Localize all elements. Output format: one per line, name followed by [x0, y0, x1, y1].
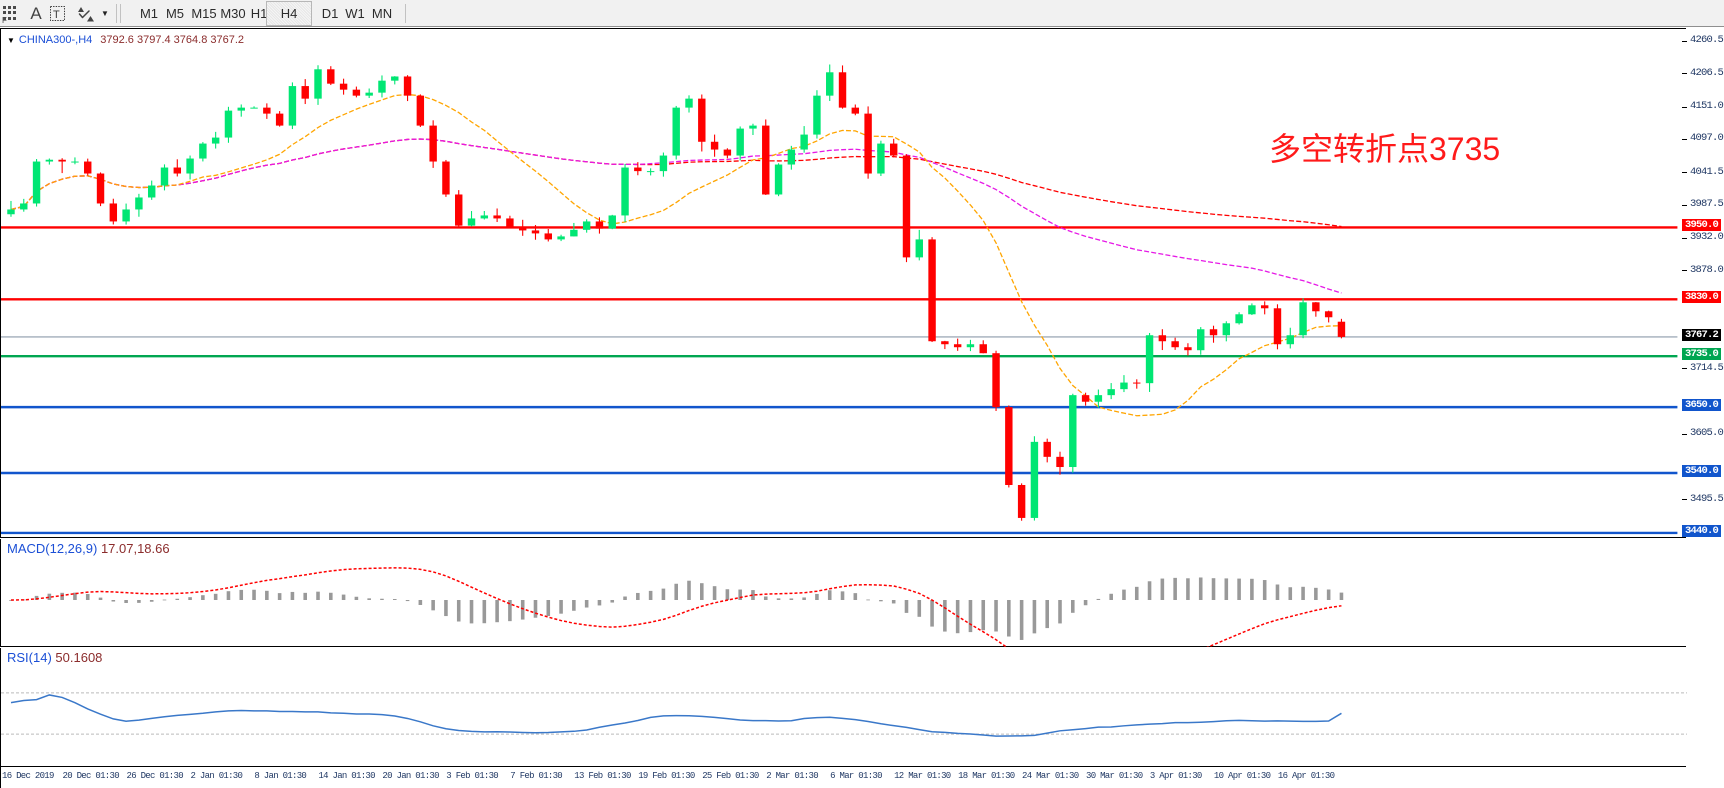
svg-text:T: T — [53, 9, 60, 21]
